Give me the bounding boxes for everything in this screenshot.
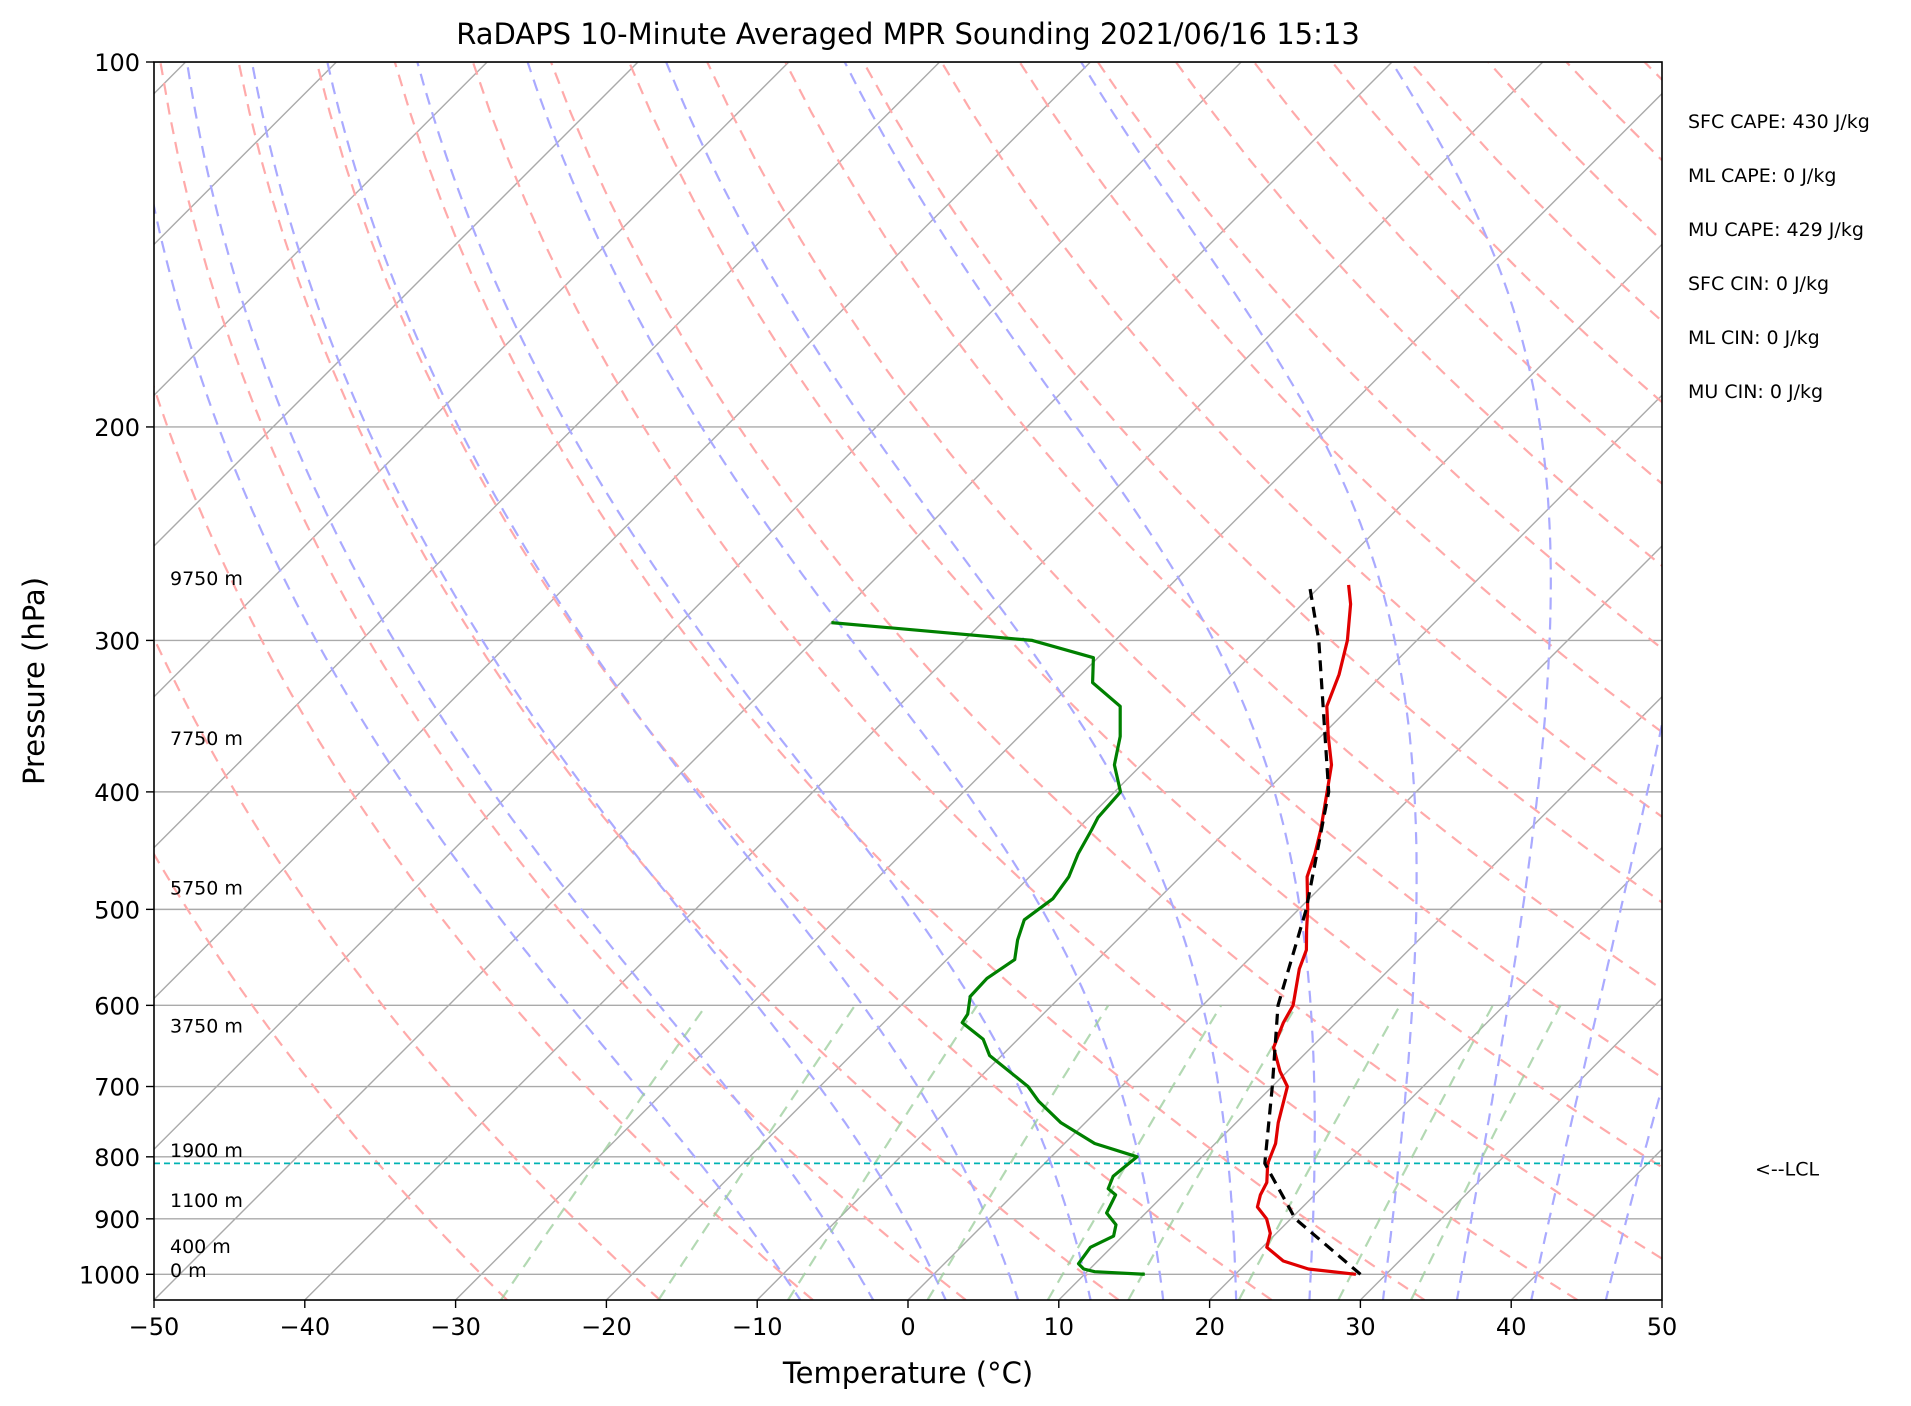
y-tick-label: 200: [94, 414, 140, 442]
dry-adiabat: [940, 62, 1662, 819]
dewpoint-profile: [831, 621, 1145, 1276]
height-label: 9750 m: [170, 568, 243, 590]
moist-adiabat: [526, 62, 1165, 1300]
moist-adiabat: [1604, 1083, 1662, 1300]
mixing-ratio-line: [1410, 1004, 1562, 1300]
series-layer: [154, 584, 1662, 1276]
x-tick-label: 30: [1345, 1313, 1376, 1341]
x-tick-label: 40: [1496, 1313, 1527, 1341]
height-label: 7750 m: [170, 728, 243, 750]
isotherm-gridline: [154, 62, 488, 397]
isotherm-gridline: [304, 62, 1544, 1300]
x-tick-label: −50: [129, 1313, 180, 1341]
isotherm-gridline: [1359, 997, 1662, 1300]
mixing-ratio-line: [499, 1004, 707, 1300]
stat-label: MU CIN: 0 J/kg: [1688, 381, 1823, 403]
moist-adiabat: [1080, 62, 1418, 1300]
stat-label: ML CIN: 0 J/kg: [1688, 327, 1820, 349]
height-label: 0 m: [170, 1260, 207, 1282]
dry-adiabat: [706, 62, 1662, 1079]
x-tick-label: −40: [279, 1313, 330, 1341]
moist-adiabat: [665, 62, 1238, 1300]
x-tick-label: 50: [1647, 1313, 1678, 1341]
y-tick-label: 1000: [79, 1261, 140, 1289]
y-axis-label: Pressure (hPa): [17, 577, 51, 785]
y-tick-label: 700: [94, 1074, 140, 1102]
x-tick-label: 0: [900, 1313, 915, 1341]
moist-adiabat: [1390, 62, 1552, 1300]
y-tick-label: 500: [94, 896, 140, 924]
dry-adiabat: [393, 62, 1426, 1300]
stat-label: ML CAPE: 0 J/kg: [1688, 165, 1836, 187]
dry-adiabat: [237, 62, 1120, 1300]
stat-label: SFC CIN: 0 J/kg: [1688, 273, 1829, 295]
dry-adiabat: [784, 62, 1662, 991]
moist-adiabat: [250, 62, 947, 1300]
isotherm-gridline: [907, 545, 1662, 1300]
y-tick-label: 900: [94, 1206, 140, 1234]
dry-adiabat: [159, 62, 967, 1300]
temperature-profile: [1255, 584, 1357, 1276]
lcl-label: <--LCL: [1755, 1158, 1819, 1180]
text-layer: <--LCL 9750 m 7750 m 5750 m 3750 m 1900 m 1100…: [170, 111, 1870, 1282]
dry-adiabat: [1018, 62, 1662, 734]
isotherm-gridline: [154, 62, 941, 849]
height-label: 1900 m: [170, 1140, 243, 1162]
height-label: 400 m: [170, 1236, 231, 1258]
dry-adiabat: [315, 62, 1273, 1300]
height-label: 3750 m: [170, 1016, 243, 1038]
x-tick-label: −30: [430, 1313, 481, 1341]
mixing-ratio-line: [787, 1004, 979, 1300]
mixing-ratio-line: [1127, 1004, 1298, 1300]
mixing-ratio-line: [1237, 1004, 1401, 1300]
x-tick-label: 20: [1194, 1313, 1225, 1341]
x-tick-label: 10: [1044, 1313, 1075, 1341]
x-axis-label: Temperature (°C): [782, 1356, 1033, 1390]
x-tick-label: −20: [581, 1313, 632, 1341]
height-label: 5750 m: [170, 877, 243, 899]
y-tick-label: 100: [94, 49, 140, 77]
x-tick-label: −10: [732, 1313, 783, 1341]
dry-adiabat: [154, 635, 661, 1300]
moist-adiabat: [185, 62, 875, 1300]
mixing-ratio-line: [926, 1004, 1110, 1300]
isotherm-gridline: [455, 92, 1662, 1300]
isotherm-gridline: [1209, 846, 1662, 1300]
y-tick-label: 300: [94, 627, 140, 655]
dry-adiabat: [862, 62, 1662, 904]
stat-label: MU CAPE: 429 J/kg: [1688, 219, 1864, 241]
y-tick-label: 600: [94, 992, 140, 1020]
dry-adiabat: [549, 62, 1662, 1260]
moist-adiabat: [843, 62, 1316, 1300]
moist-adiabat: [154, 201, 802, 1300]
y-tick-label: 400: [94, 779, 140, 807]
tick-layer: −50 −40 −30 −20 −10 0 10 20 30 40 50 100 200 300 400 50…: [79, 49, 1677, 1341]
moist-adiabat: [326, 62, 1020, 1300]
isotherm-gridline: [154, 62, 1393, 1300]
parcel-path: [1263, 584, 1362, 1276]
isotherm-gridline: [154, 62, 790, 698]
moist-adiabat: [1530, 719, 1662, 1300]
isotherm-gridline: [605, 243, 1662, 1300]
stat-label: SFC CAPE: 430 J/kg: [1688, 111, 1870, 133]
isotherm-gridline: [154, 62, 639, 547]
isotherm-gridline: [154, 62, 1091, 1000]
chart-title: RaDAPS 10-Minute Averaged MPR Sounding 2…: [456, 17, 1360, 51]
mixing-ratio-line: [657, 1004, 856, 1300]
grid-layer: [154, 62, 1662, 1300]
dry-adiabat: [471, 62, 1579, 1300]
dry-adiabat: [628, 62, 1662, 1169]
moist-adiabat: [416, 62, 1092, 1300]
y-tick-label: 800: [94, 1144, 140, 1172]
isotherm-gridline: [154, 62, 1242, 1151]
height-label: 1100 m: [170, 1190, 243, 1212]
mixing-ratio-line: [1337, 1004, 1494, 1300]
mixing-ratio-line: [1046, 1004, 1223, 1300]
isotherm-gridline: [1058, 695, 1662, 1300]
